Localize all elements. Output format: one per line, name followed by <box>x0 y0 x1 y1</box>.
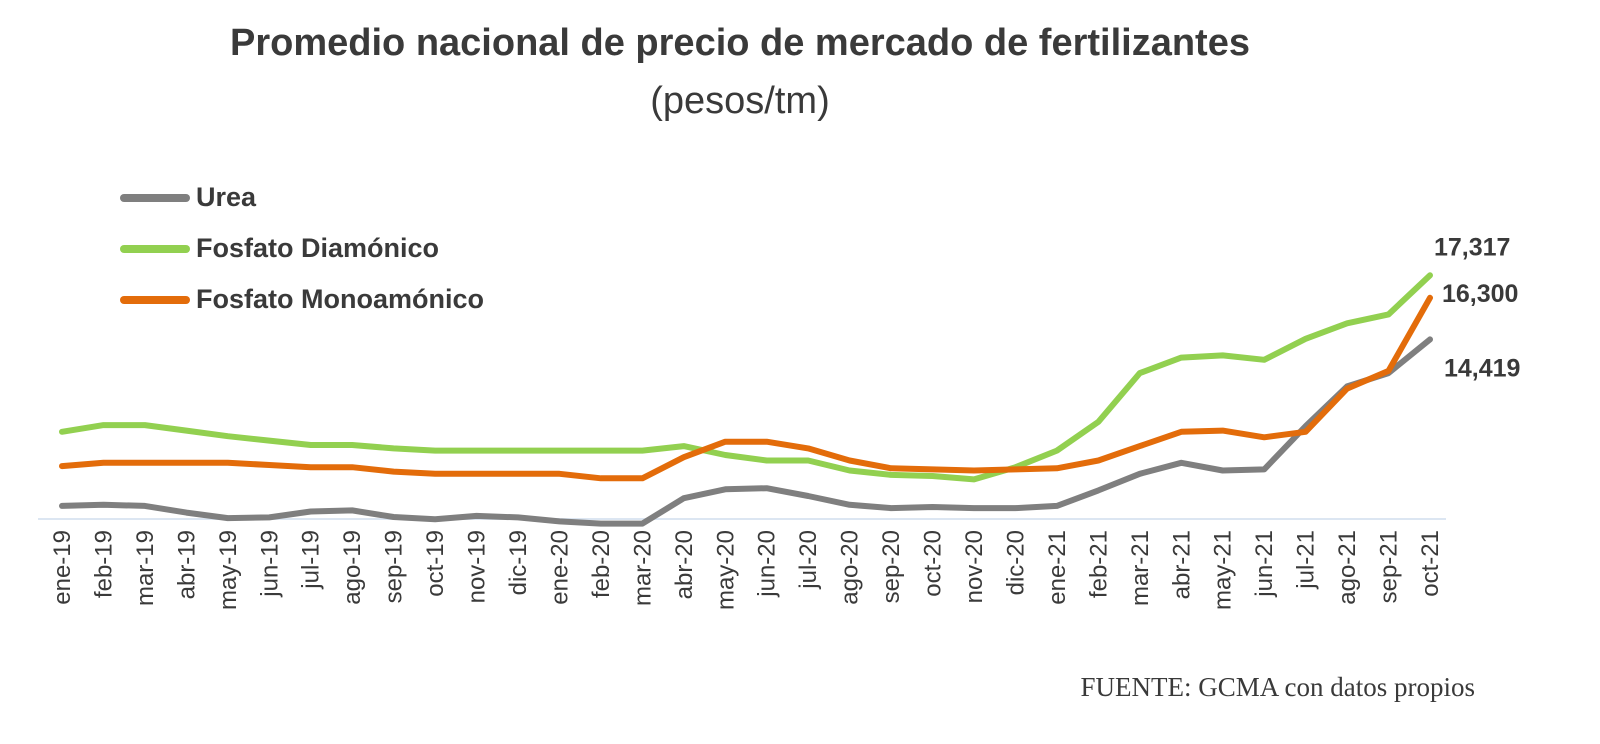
x-tick-label: mar-19 <box>132 530 159 606</box>
x-tick-label: may-19 <box>215 530 242 610</box>
chart-subtitle: (pesos/tm) <box>650 80 830 122</box>
legend-item-fosfato-diamonico: Fosfato Diamónico <box>120 223 484 274</box>
series-line-1 <box>59 272 1433 483</box>
series-lines <box>59 272 1433 527</box>
x-tick-label: sep-20 <box>878 530 905 603</box>
x-tick-label: may-20 <box>712 530 739 610</box>
end-value-label: 14,419 <box>1444 354 1520 382</box>
x-tick-label: oct-20 <box>920 530 947 597</box>
series-line-2 <box>59 294 1433 482</box>
end-value-label: 16,300 <box>1442 280 1518 308</box>
x-tick-label: mar-20 <box>629 530 656 606</box>
x-tick-label: dic-19 <box>505 530 532 595</box>
x-tick-label: jun-21 <box>1251 530 1278 598</box>
x-tick-label: dic-20 <box>1002 530 1029 595</box>
x-tick-label: oct-21 <box>1417 530 1444 597</box>
x-tick-label: ago-20 <box>837 530 864 605</box>
legend-swatch-fosfato-monoamonico <box>120 295 190 304</box>
x-tick-label: abr-19 <box>173 530 200 599</box>
x-tick-label: feb-21 <box>1085 530 1112 598</box>
x-tick-label: abr-21 <box>1168 530 1195 599</box>
x-axis-ticks: ene-19 feb-19 mar-19 abr-19 may-19 jun-19 jul-… <box>49 530 1444 610</box>
legend-item-fosfato-monoamonico: Fosfato Monoamónico <box>120 274 484 325</box>
legend-swatch-fosfato-diamonico <box>120 244 190 253</box>
legend-item-urea: Urea <box>120 172 484 223</box>
x-tick-label: jun-20 <box>754 530 781 598</box>
x-tick-label: jul-19 <box>298 530 325 590</box>
legend-label-fosfato-monoamonico: Fosfato Monoamónico <box>196 284 484 314</box>
x-tick-label: nov-20 <box>961 530 988 603</box>
x-tick-label: oct-19 <box>422 530 449 597</box>
x-tick-label: ene-19 <box>49 530 76 605</box>
x-tick-label: feb-20 <box>588 530 615 598</box>
x-tick-label: ene-21 <box>1044 530 1071 605</box>
source-note: FUENTE: GCMA con datos propios <box>1080 672 1476 702</box>
series-line-0 <box>59 336 1433 527</box>
x-tick-label: ene-20 <box>546 530 573 605</box>
x-tick-label: may-21 <box>1210 530 1237 610</box>
legend-swatch-urea <box>120 193 190 202</box>
x-tick-label: ago-21 <box>1334 530 1361 605</box>
chart-legend: Urea Fosfato Diamónico Fosfato Monoamóni… <box>120 172 484 325</box>
x-tick-label: nov-19 <box>464 530 491 603</box>
x-tick-label: jul-20 <box>795 530 822 590</box>
legend-label-urea: Urea <box>196 182 257 212</box>
x-tick-label: abr-20 <box>671 530 698 599</box>
x-tick-label: jul-21 <box>1293 530 1320 590</box>
x-tick-label: feb-19 <box>90 530 117 598</box>
data-labels: 14,419 17,317 16,300 <box>1434 233 1520 382</box>
chart-title: Promedio nacional de precio de mercado d… <box>230 22 1250 64</box>
x-tick-label: mar-21 <box>1127 530 1154 606</box>
x-tick-label: ago-19 <box>339 530 366 605</box>
end-value-label: 17,317 <box>1434 233 1510 261</box>
x-tick-label: sep-19 <box>381 530 408 603</box>
legend-label-fosfato-diamonico: Fosfato Diamónico <box>196 233 440 263</box>
x-tick-label: sep-21 <box>1376 530 1403 603</box>
x-tick-label: jun-19 <box>256 530 283 598</box>
